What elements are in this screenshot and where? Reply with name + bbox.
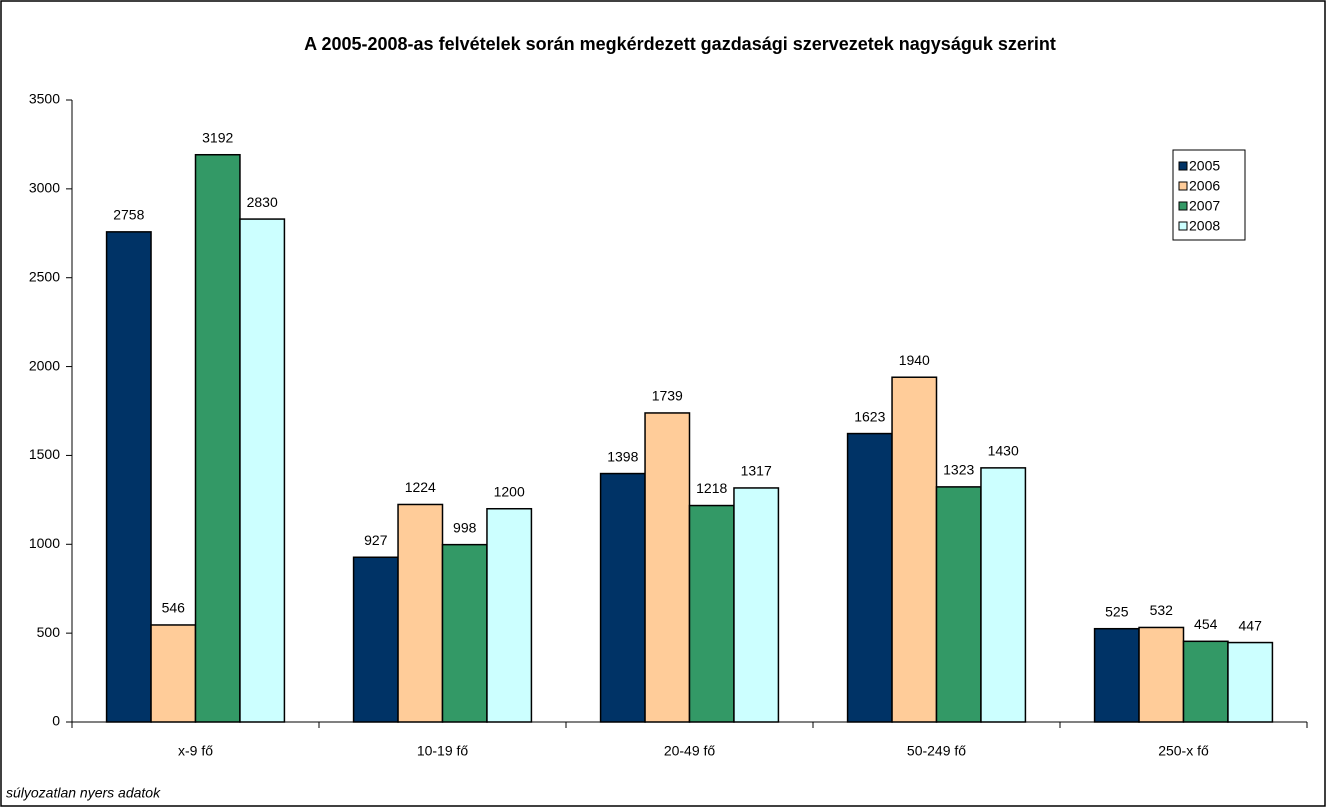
- x-tick-label: x-9 fő: [178, 743, 213, 759]
- data-label: 1200: [494, 483, 525, 499]
- y-tick-label: 2500: [29, 268, 60, 284]
- data-label: 1317: [741, 463, 772, 479]
- x-tick-label: 250-x fő: [1158, 743, 1209, 759]
- y-tick-label: 1500: [29, 446, 60, 462]
- bar: [1227, 641, 1274, 723]
- x-tick-label: 20-49 fő: [664, 743, 716, 759]
- y-tick-label: 500: [37, 624, 61, 640]
- bar: [397, 503, 444, 723]
- data-label: 447: [1239, 617, 1263, 633]
- legend-swatch: [1178, 181, 1188, 191]
- bar: [105, 231, 152, 723]
- x-tick-label: 50-249 fő: [907, 743, 966, 759]
- bar: [150, 624, 197, 723]
- data-label: 1940: [899, 352, 930, 368]
- y-tick-label: 3500: [29, 91, 60, 107]
- bar: [688, 504, 735, 723]
- footnote: súlyozatlan nyers adatok: [6, 785, 161, 801]
- data-label: 927: [364, 532, 388, 548]
- legend-label: 2008: [1189, 218, 1220, 234]
- data-label: 1218: [696, 480, 727, 496]
- data-label: 546: [162, 600, 186, 616]
- bar: [1093, 627, 1140, 723]
- data-label: 1224: [405, 479, 436, 495]
- y-tick-label: 3000: [29, 180, 60, 196]
- y-tick-label: 1000: [29, 535, 60, 551]
- data-label: 1398: [607, 448, 638, 464]
- data-label: 1323: [943, 462, 974, 478]
- bar: [194, 153, 241, 723]
- bar: [733, 487, 780, 723]
- data-label: 2830: [247, 194, 278, 210]
- y-tick-label: 0: [52, 713, 60, 729]
- legend-label: 2006: [1189, 178, 1220, 194]
- legend-swatch: [1178, 221, 1188, 231]
- data-label: 532: [1150, 602, 1174, 618]
- chart-title: A 2005-2008-as felvételek során megkérde…: [304, 34, 1056, 54]
- x-tick-label: 10-19 fő: [417, 743, 469, 759]
- legend-label: 2005: [1189, 158, 1220, 174]
- bar: [352, 556, 399, 723]
- bar: [644, 412, 691, 723]
- bar: [239, 218, 286, 723]
- bar: [1182, 640, 1229, 723]
- bar: [980, 467, 1027, 723]
- data-label: 454: [1194, 616, 1218, 632]
- legend-swatch: [1178, 161, 1188, 171]
- data-label: 1739: [652, 388, 683, 404]
- bar: [441, 543, 488, 723]
- data-label: 998: [453, 519, 477, 535]
- y-tick-label: 2000: [29, 357, 60, 373]
- data-label: 525: [1105, 603, 1129, 619]
- legend-swatch: [1178, 201, 1188, 211]
- legend-label: 2007: [1189, 198, 1220, 214]
- bar: [599, 472, 646, 723]
- data-label: 1623: [854, 408, 885, 424]
- data-label: 3192: [202, 129, 233, 145]
- bar: [891, 376, 938, 723]
- data-label: 2758: [113, 207, 144, 223]
- bar: [846, 432, 893, 723]
- bar: [935, 486, 982, 723]
- bar: [1138, 626, 1185, 723]
- bar: [486, 507, 533, 723]
- data-label: 1430: [988, 443, 1019, 459]
